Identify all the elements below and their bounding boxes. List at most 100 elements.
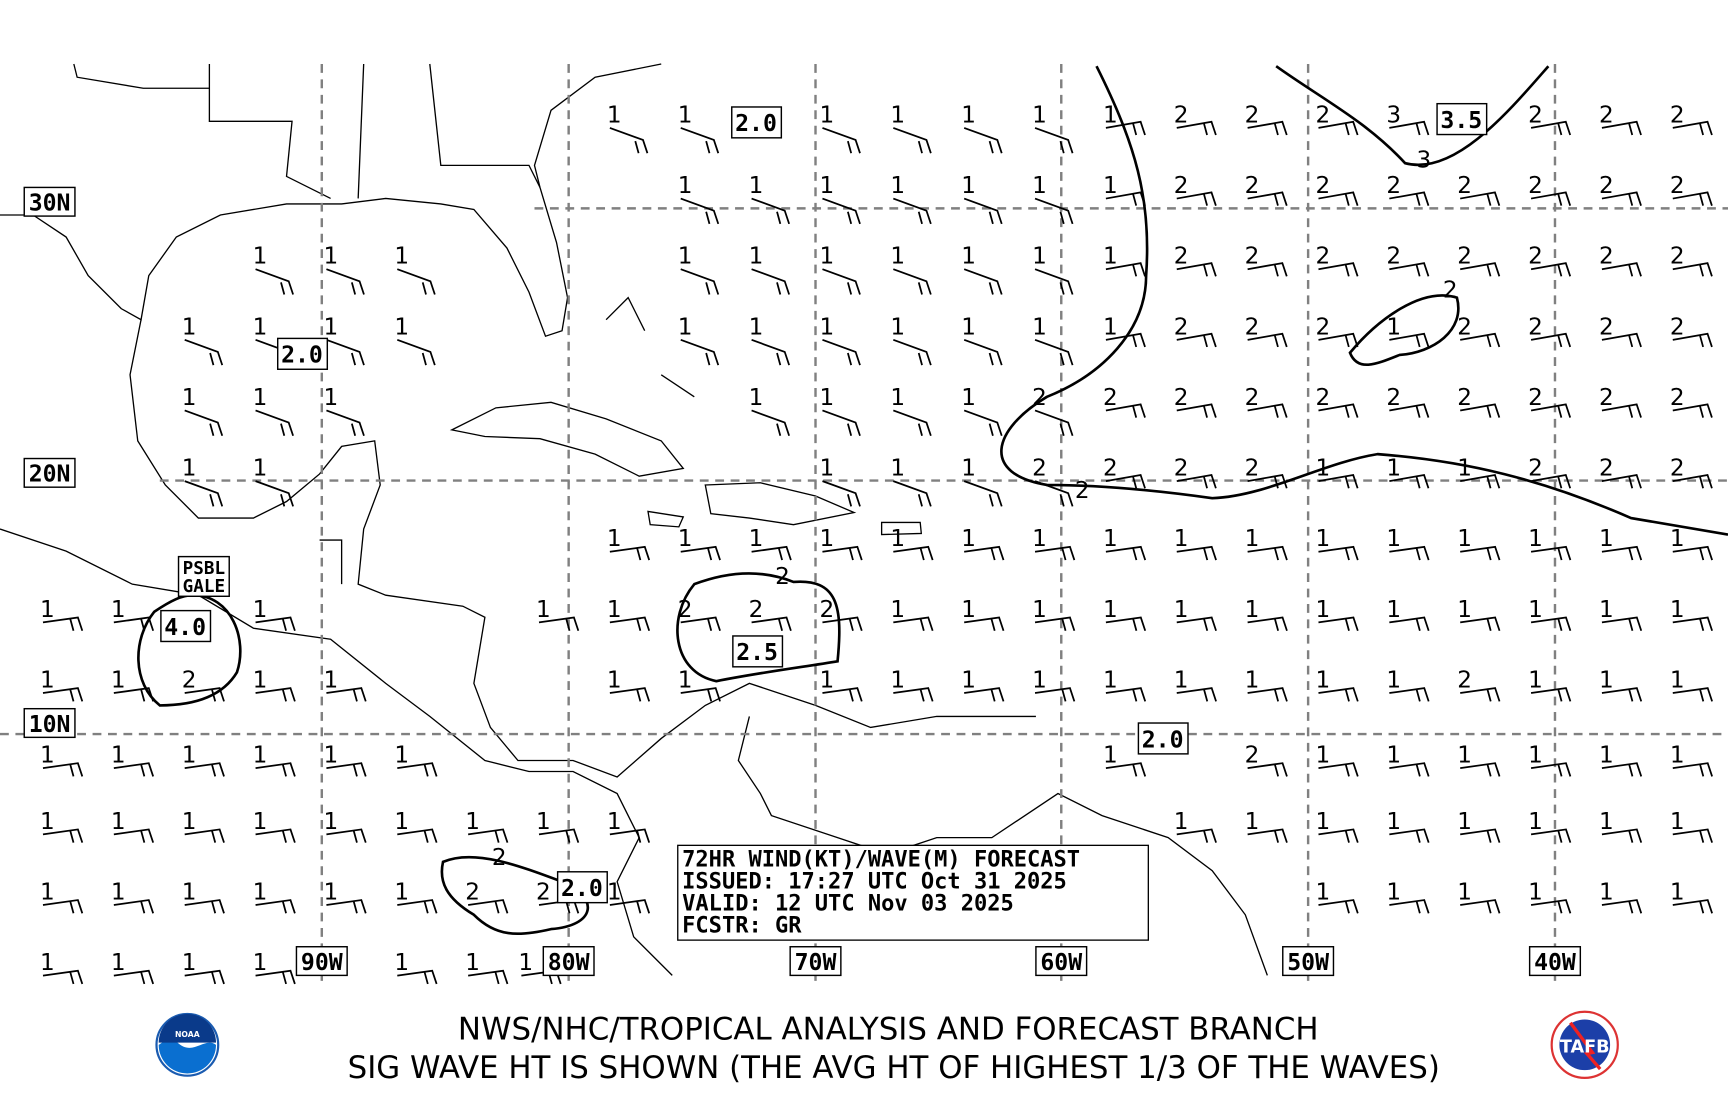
wave-height-value: 1 — [465, 950, 480, 976]
wind-barb — [1105, 332, 1146, 348]
wave-height-value: 1 — [1386, 456, 1401, 482]
wave-height-value: 1 — [394, 950, 409, 976]
wind-barb — [1460, 828, 1501, 843]
wind-barb — [680, 687, 721, 702]
noaa-logo: NOAA — [155, 1012, 220, 1077]
svg-text:70W: 70W — [795, 950, 837, 976]
wind-barb — [1389, 687, 1430, 702]
graticule — [0, 63, 1728, 981]
wave-height-value: 1 — [961, 102, 976, 128]
wave-height-value: 1 — [890, 526, 905, 552]
svg-text:2.5: 2.5 — [736, 640, 778, 666]
wind-barb — [1460, 403, 1501, 418]
wind-barb — [1247, 191, 1288, 206]
wave-height-value: 2 — [820, 597, 835, 623]
contour-label: 3 — [1416, 148, 1431, 174]
product-title: 72HR WIND(KT)/WAVE(M) FORECAST — [682, 847, 1080, 872]
wave-height-value: 1 — [1599, 526, 1614, 552]
wind-barb — [893, 197, 932, 225]
wave-height-value: 2 — [749, 597, 764, 623]
wind-barb — [609, 828, 651, 843]
wave-height-value: 1 — [1103, 668, 1118, 694]
wave-label: 4.0 — [160, 609, 212, 643]
wind-barb — [964, 687, 1005, 702]
wind-barb — [1530, 762, 1572, 777]
wave-height-value: 1 — [820, 526, 835, 552]
wave-height-value: 2 — [1174, 244, 1189, 270]
wave-height-value: 1 — [1103, 102, 1118, 128]
wave-height-value: 1 — [1528, 743, 1543, 769]
wave-height-value: 1 — [1316, 668, 1331, 694]
wind-barb — [326, 762, 367, 777]
wind-barb — [42, 687, 84, 702]
wind-barb — [255, 762, 296, 777]
wave-height-value: 1 — [323, 244, 338, 270]
wave-height-value: 1 — [1386, 668, 1401, 694]
wind-barb — [1247, 262, 1288, 277]
wind-barb — [1176, 262, 1217, 277]
wave-height-value: 1 — [1103, 173, 1118, 199]
wave-height-value: 1 — [1103, 244, 1118, 270]
lon-label-70w: 70W — [789, 946, 842, 977]
wind-barb — [751, 197, 790, 225]
wind-barb — [113, 762, 155, 777]
wind-barb — [893, 616, 934, 631]
wind-barb — [609, 687, 651, 702]
wind-barb — [822, 480, 861, 507]
wave-height-value: 1 — [890, 173, 905, 199]
wave-height-value: 1 — [323, 743, 338, 769]
wind-barb — [1460, 332, 1501, 348]
wave-height-value: 1 — [1386, 526, 1401, 552]
wind-barb — [1176, 403, 1217, 418]
wave-height-value: 1 — [749, 314, 764, 340]
wave-height-value: 1 — [1528, 879, 1543, 905]
wave-height-value: 1 — [1457, 526, 1472, 552]
gale-warning-label: PSBL GALE — [177, 555, 230, 598]
svg-text:60W: 60W — [1040, 950, 1082, 976]
wave-height-value: 2 — [1386, 244, 1401, 270]
wind-barb — [1389, 828, 1430, 843]
wave-height-value: 2 — [1386, 173, 1401, 199]
wind-barb — [822, 409, 861, 437]
wave-height-value: 2 — [1457, 173, 1472, 199]
wind-barb — [963, 409, 1003, 437]
wave-height-value: 1 — [182, 950, 197, 976]
wind-barb — [1672, 899, 1713, 914]
wave-height-value: 2 — [1316, 244, 1331, 270]
wave-height-value: 2 — [1599, 385, 1614, 411]
wave-height-value: 1 — [323, 809, 338, 835]
wind-barb — [1601, 828, 1643, 843]
wave-height-value: 1 — [1174, 668, 1189, 694]
wave-height-value: 1 — [607, 526, 622, 552]
wave-height-value: 1 — [820, 456, 835, 482]
wind-barb — [1318, 545, 1359, 561]
wave-height-value: 1 — [890, 668, 905, 694]
wind-barb — [1176, 828, 1217, 843]
wind-barb — [113, 969, 155, 985]
wind-barb — [1034, 687, 1076, 702]
wave-height-value: 1 — [961, 668, 976, 694]
wave-height-value: 1 — [111, 879, 126, 905]
contour-label: 2 — [775, 564, 790, 590]
wind-barb — [1105, 762, 1147, 777]
wave-height-value: 1 — [394, 314, 409, 340]
wind-barb — [184, 339, 224, 366]
wind-barb — [1318, 403, 1359, 418]
wind-barb — [1601, 403, 1642, 418]
wind-barb — [1034, 616, 1076, 631]
wind-barb — [1389, 899, 1430, 914]
wind-barb — [42, 969, 84, 985]
wave-height-value: 2 — [1599, 102, 1614, 128]
wave-height-value: 1 — [465, 809, 480, 835]
wave-height-value: 2 — [1670, 385, 1685, 411]
wave-height-value: 1 — [182, 456, 197, 482]
wind-barb — [680, 127, 720, 154]
wave-label: 2.0 — [556, 871, 608, 904]
wind-barb — [751, 545, 792, 561]
wind-barb — [1105, 545, 1147, 561]
wind-barb — [1672, 262, 1713, 277]
wave-height-value: 1 — [253, 456, 268, 482]
wave-height-value: 1 — [1245, 668, 1260, 694]
wave-height-value: 1 — [111, 597, 126, 623]
